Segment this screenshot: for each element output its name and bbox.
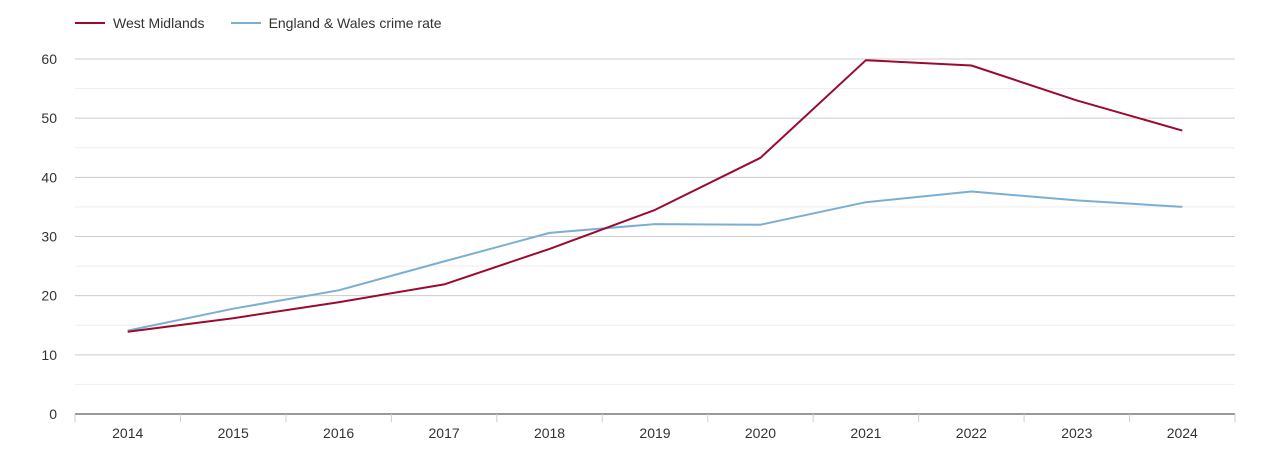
y-tick-label: 60 (41, 51, 57, 67)
x-tick-label: 2021 (850, 425, 881, 441)
legend-swatch-england-wales (230, 22, 261, 24)
x-tick-label: 2024 (1167, 425, 1198, 441)
y-tick-label: 20 (41, 288, 57, 304)
legend-label-england-wales: England & Wales crime rate (268, 15, 442, 31)
x-tick-label: 2016 (323, 425, 354, 441)
series-line-west-midlands (127, 59, 1183, 333)
legend: West Midlands England & Wales crime rate (75, 15, 442, 31)
x-tick-label: 2020 (745, 425, 776, 441)
y-tick-label: 40 (41, 169, 57, 185)
x-tick-label: 2023 (1061, 425, 1092, 441)
y-tick-label: 0 (49, 406, 57, 422)
x-tick-label: 2017 (429, 425, 460, 441)
x-tick-label: 2014 (112, 425, 143, 441)
x-tick-label: 2018 (534, 425, 565, 441)
legend-swatch-west-midlands (75, 22, 105, 24)
y-tick-label: 10 (41, 347, 57, 363)
y-tick-label: 30 (41, 229, 57, 245)
x-tick-label: 2022 (956, 425, 987, 441)
series-line-england-wales-crime-rate (127, 190, 1183, 332)
x-tick-label: 2015 (218, 425, 249, 441)
legend-item-england-wales: England & Wales crime rate (230, 15, 442, 31)
legend-label-west-midlands: West Midlands (113, 15, 205, 31)
y-tick-label: 50 (41, 110, 57, 126)
x-tick-label: 2019 (639, 425, 670, 441)
legend-item-west-midlands: West Midlands (75, 15, 205, 31)
